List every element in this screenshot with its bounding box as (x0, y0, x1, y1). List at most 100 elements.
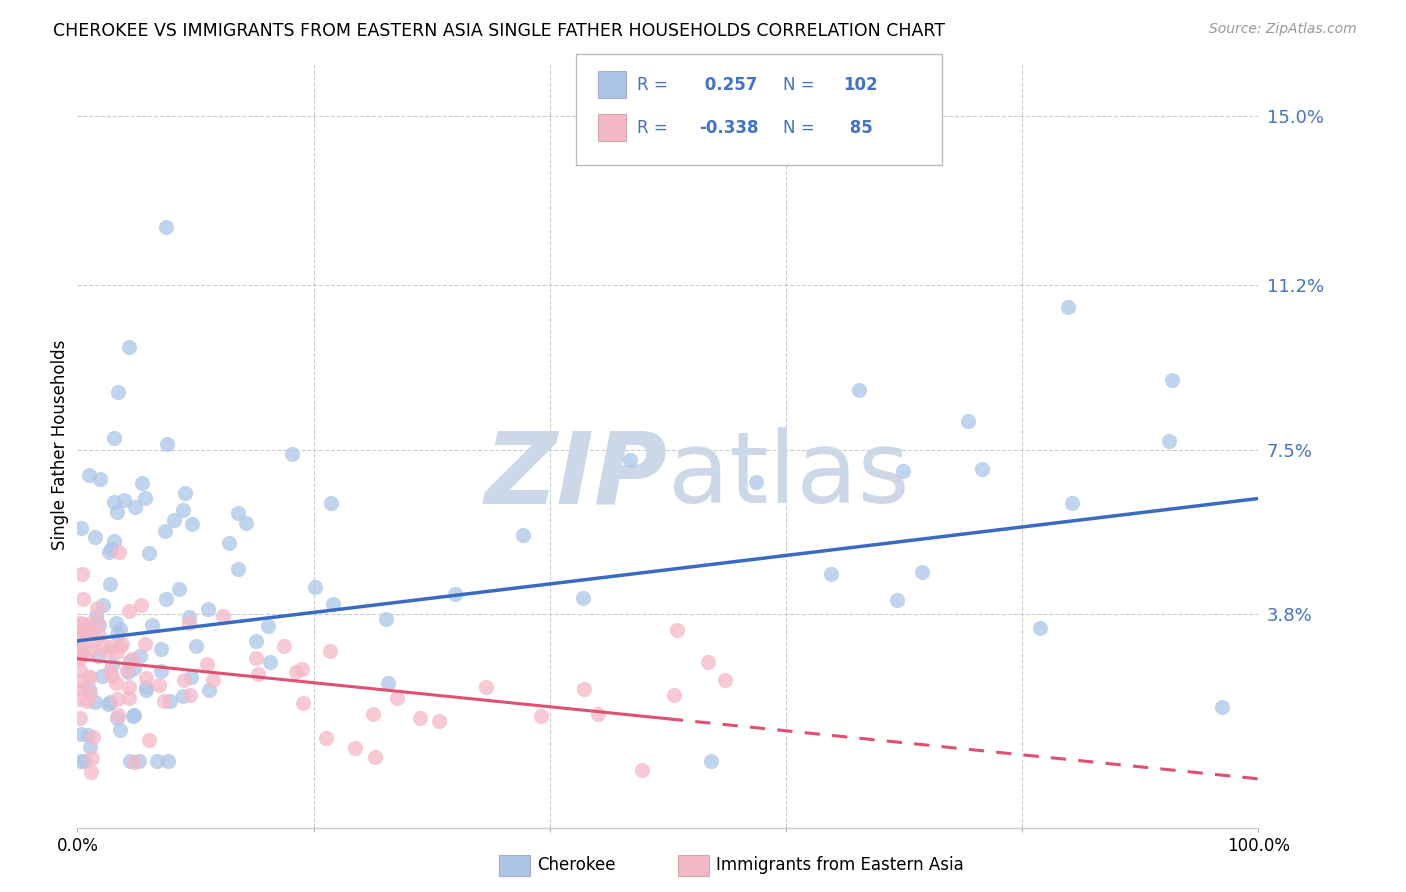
Point (107, 384, 129, 399)
Point (273, 639, 295, 653)
Point (111, 637, 134, 651)
Point (156, 754, 179, 768)
Point (118, 604, 141, 618)
Point (86, 615, 108, 629)
Point (69, 710, 91, 724)
Point (259, 656, 281, 670)
Point (163, 513, 186, 527)
Point (76, 694, 98, 708)
Point (159, 694, 181, 708)
Point (315, 731, 337, 745)
Point (211, 608, 233, 623)
Point (173, 673, 195, 687)
Point (427, 714, 450, 728)
Point (70, 644, 93, 658)
Point (363, 749, 385, 764)
Point (1161, 373, 1184, 387)
Point (911, 565, 934, 579)
Point (101, 657, 124, 672)
Text: 102: 102 (844, 76, 879, 94)
Point (107, 707, 129, 722)
Point (475, 680, 498, 694)
Point (153, 694, 176, 708)
Point (121, 709, 143, 723)
Point (112, 492, 135, 507)
Point (574, 681, 596, 696)
Point (218, 536, 240, 550)
Point (124, 661, 146, 675)
Point (409, 711, 432, 725)
Point (69, 632, 91, 646)
Point (72, 592, 94, 607)
Point (285, 665, 308, 680)
Text: R =: R = (637, 119, 668, 136)
Point (197, 602, 219, 616)
Text: atlas: atlas (668, 427, 910, 524)
Point (184, 639, 207, 653)
Text: Cherokee: Cherokee (537, 856, 616, 874)
Point (82, 643, 104, 657)
Point (530, 708, 553, 723)
Point (83, 530, 105, 544)
Point (886, 592, 908, 607)
Point (79, 670, 101, 684)
Point (69, 681, 91, 696)
Point (105, 505, 128, 519)
Point (108, 723, 131, 738)
Point (87, 649, 110, 664)
Point (122, 708, 145, 723)
Point (122, 756, 145, 770)
Point (98, 545, 121, 559)
Point (134, 637, 156, 651)
Point (177, 610, 200, 624)
Point (69, 692, 91, 706)
Text: CHEROKEE VS IMMIGRANTS FROM EASTERN ASIA SINGLE FATHER HOUSEHOLDS CORRELATION CH: CHEROKEE VS IMMIGRANTS FROM EASTERN ASIA… (53, 22, 945, 40)
Point (141, 617, 163, 632)
Point (180, 517, 202, 532)
Point (696, 655, 718, 669)
Point (91, 599, 114, 613)
Point (91, 669, 114, 683)
Point (86, 601, 108, 615)
Point (93, 639, 115, 653)
Text: Immigrants from Eastern Asia: Immigrants from Eastern Asia (716, 856, 963, 874)
Point (108, 622, 131, 636)
Point (69, 624, 91, 638)
Point (173, 486, 195, 500)
Point (228, 562, 250, 576)
Point (120, 654, 142, 668)
Point (77, 681, 100, 696)
Point (121, 651, 143, 665)
Point (235, 516, 257, 530)
Point (177, 615, 200, 630)
Point (148, 678, 170, 692)
Point (226, 506, 249, 520)
Text: -0.338: -0.338 (699, 119, 758, 136)
Point (167, 582, 190, 596)
Point (700, 754, 723, 768)
Point (108, 545, 131, 559)
Point (1057, 300, 1080, 314)
Point (77, 625, 100, 640)
Point (82, 730, 104, 744)
Point (665, 623, 688, 637)
Point (87, 628, 110, 642)
Point (361, 706, 384, 721)
Point (246, 667, 269, 681)
Point (134, 491, 156, 505)
Point (150, 665, 173, 679)
Point (891, 464, 914, 478)
Point (155, 220, 177, 235)
Point (257, 618, 280, 632)
Point (972, 462, 994, 476)
Text: R =: R = (637, 76, 668, 94)
Point (619, 453, 641, 467)
Point (118, 691, 141, 706)
Point (245, 651, 267, 665)
Point (76, 728, 98, 742)
Point (105, 711, 128, 725)
Text: 0.257: 0.257 (699, 76, 758, 94)
Point (84, 695, 107, 709)
Point (69, 651, 91, 665)
Point (105, 645, 128, 659)
